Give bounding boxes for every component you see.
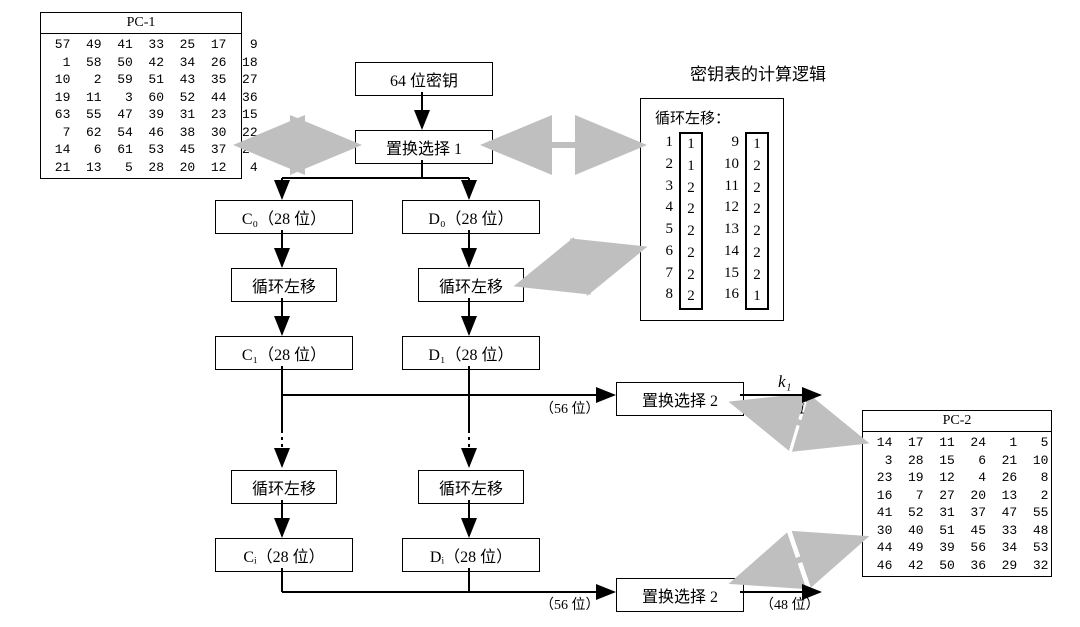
shift-table: 循环左移： 12345678 11222222 910111213141516 … bbox=[640, 98, 784, 321]
node-pc2-2: 置换选择 2 bbox=[616, 578, 744, 612]
pc2-body: 14 17 11 24 1 5 3 28 15 6 21 10 23 19 12… bbox=[863, 432, 1051, 576]
label-56-2: （56 位） bbox=[540, 594, 600, 614]
label-k1: k₁ bbox=[778, 372, 791, 392]
node-di: Dᵢ（28 位） bbox=[402, 538, 540, 572]
node-rot-c1: 循环左移 bbox=[231, 268, 337, 302]
pc2-title: PC-2 bbox=[863, 411, 1051, 432]
shift-col-right: 910111213141516 12222221 bbox=[721, 132, 769, 310]
label-48-1: （48 位） bbox=[760, 398, 820, 418]
node-c0: C₀（28 位） bbox=[215, 200, 353, 234]
node-ci: Cᵢ（28 位） bbox=[215, 538, 353, 572]
node-d0: D₀（28 位） bbox=[402, 200, 540, 234]
pc2-table: PC-2 14 17 11 24 1 5 3 28 15 6 21 10 23 … bbox=[862, 410, 1052, 577]
node-rot-di: 循环左移 bbox=[418, 470, 524, 504]
pc1-body: 57 49 41 33 25 17 9 1 58 50 42 34 26 18 … bbox=[41, 34, 241, 178]
node-c1: C₁（28 位） bbox=[215, 336, 353, 370]
node-pc1sel: 置换选择 1 bbox=[355, 130, 493, 164]
shift-title: 循环左移： bbox=[655, 107, 769, 128]
pc1-title: PC-1 bbox=[41, 13, 241, 34]
node-key64: 64 位密钥 bbox=[355, 62, 493, 96]
node-rot-d1: 循环左移 bbox=[418, 268, 524, 302]
heading: 密钥表的计算逻辑 bbox=[690, 60, 826, 85]
label-56-1: （56 位） bbox=[540, 398, 600, 418]
pc1-table: PC-1 57 49 41 33 25 17 9 1 58 50 42 34 2… bbox=[40, 12, 242, 179]
node-rot-ci: 循环左移 bbox=[231, 470, 337, 504]
shift-col-left: 12345678 11222222 bbox=[655, 132, 703, 310]
node-d1: D₁（28 位） bbox=[402, 336, 540, 370]
label-48-2: （48 位） bbox=[760, 594, 820, 614]
label-ki: kᵢ bbox=[778, 568, 788, 588]
node-pc2-1: 置换选择 2 bbox=[616, 382, 744, 416]
